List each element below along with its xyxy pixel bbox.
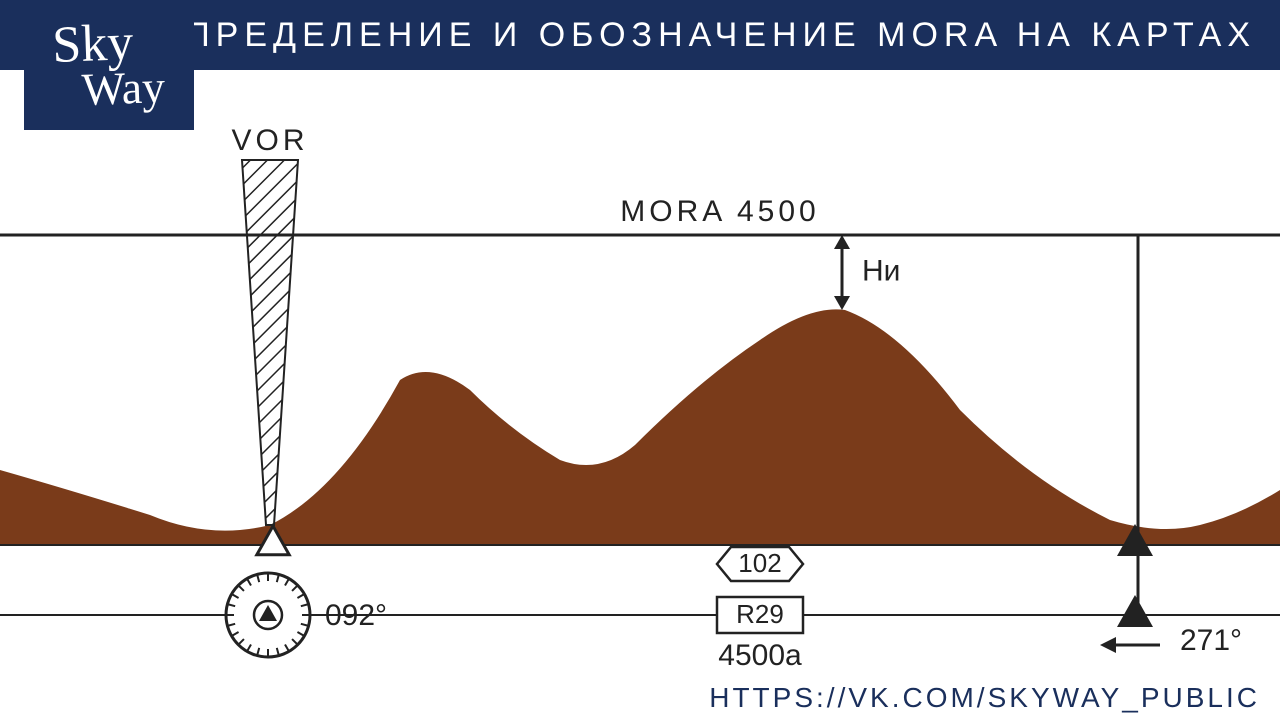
- header-title: ОПРЕДЕЛЕНИЕ И ОБОЗНАЧЕНИЕ MORA НА КАРТАХ: [153, 16, 1256, 55]
- distance-value: 102: [738, 548, 781, 578]
- clearance-label: Ни: [862, 255, 900, 288]
- heading-in-label: 271°: [1180, 624, 1242, 657]
- logo: Sky Way: [24, 0, 194, 130]
- marker-triangle-solid-lower: [1117, 595, 1153, 627]
- vor-label: VOR: [231, 124, 308, 157]
- compass-rose-icon: [226, 573, 310, 657]
- route-id-value: R29: [736, 599, 784, 629]
- mora-value-label: 4500a: [718, 639, 802, 672]
- logo-line2: Way: [82, 66, 167, 110]
- clearance-arrow: [834, 235, 850, 310]
- footer-url[interactable]: HTTPS://VK.COM/SKYWAY_PUBLIC: [709, 682, 1260, 714]
- logo-text: Sky Way: [52, 19, 166, 111]
- mora-diagram: MORA 4500 VOR Ни 092° 102 R29 4500: [0, 70, 1280, 720]
- terrain-silhouette: [0, 309, 1280, 545]
- mora-label: MORA 4500: [620, 195, 819, 228]
- heading-out-label: 092°: [325, 599, 387, 632]
- diagram-canvas: MORA 4500 VOR Ни 092° 102 R29 4500: [0, 70, 1280, 720]
- vor-cone: [242, 160, 298, 525]
- heading-in-arrow-icon: [1100, 637, 1160, 653]
